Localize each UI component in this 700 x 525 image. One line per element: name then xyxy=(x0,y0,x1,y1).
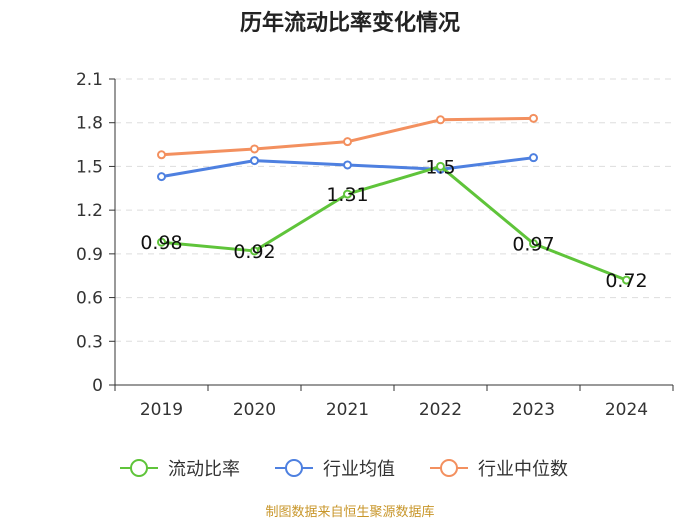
source-note: 制图数据来自恒生聚源数据库 xyxy=(265,504,434,520)
legend-marker xyxy=(440,459,458,477)
data-point[interactable] xyxy=(157,237,166,247)
data-point[interactable] xyxy=(343,189,352,199)
x-tick-label: 2023 xyxy=(512,400,555,420)
x-tick-label: 2019 xyxy=(140,400,183,420)
y-tick-label: 1.5 xyxy=(76,157,103,177)
legend-label: 流动比率 xyxy=(168,459,240,480)
x-tick-label: 2020 xyxy=(233,400,276,420)
series-0: 0.98 0.92 1.31 1.5 0.97 0.72 xyxy=(140,156,647,292)
data-label: 0.98 xyxy=(140,232,182,254)
series-2 xyxy=(157,113,538,160)
series-line xyxy=(161,116,534,157)
axes: 0 0.3 0.6 0.9 1.2 1.5 1.8 2.1 2019 2020 2021 2022 20… xyxy=(76,70,674,420)
data-point[interactable] xyxy=(622,275,631,285)
data-label: 1.31 xyxy=(326,184,368,206)
data-point[interactable] xyxy=(529,113,538,123)
data-point[interactable] xyxy=(157,172,166,182)
data-point[interactable] xyxy=(529,239,538,249)
data-label: 0.72 xyxy=(605,270,647,292)
series-1 xyxy=(157,153,538,182)
y-tick-label: 1.8 xyxy=(76,114,103,134)
data-point[interactable] xyxy=(436,161,445,171)
legend[interactable]: 流动比率 行业均值 行业中位数 xyxy=(120,459,568,480)
data-point[interactable] xyxy=(250,156,259,166)
data-point[interactable] xyxy=(250,144,259,154)
legend-label: 行业均值 xyxy=(323,459,395,480)
chart-title: 历年流动比率变化情况 xyxy=(240,10,460,36)
x-tick-label: 2022 xyxy=(419,400,462,420)
data-point[interactable] xyxy=(436,115,445,125)
data-point[interactable] xyxy=(529,153,538,163)
data-point[interactable] xyxy=(157,150,166,160)
y-tick-label: 0.9 xyxy=(76,245,103,265)
y-tick-label: 1.2 xyxy=(76,201,103,221)
data-label: 0.92 xyxy=(233,241,275,263)
data-point[interactable] xyxy=(250,246,259,256)
legend-marker xyxy=(285,459,303,477)
y-tick-label: 0.3 xyxy=(76,332,103,352)
legend-item[interactable]: 流动比率 xyxy=(120,459,240,480)
y-tick-label: 2.1 xyxy=(76,70,103,90)
y-tick-label: 0 xyxy=(92,376,103,396)
legend-item[interactable]: 行业均值 xyxy=(275,459,395,480)
legend-item[interactable]: 行业中位数 xyxy=(430,459,568,480)
legend-marker xyxy=(130,459,148,477)
data-label: 0.97 xyxy=(512,234,554,256)
data-point[interactable] xyxy=(343,160,352,170)
series-line xyxy=(161,164,628,282)
data-label: 1.5 xyxy=(425,156,455,178)
series-group: 0.98 0.92 1.31 1.5 0.97 0.72 xyxy=(140,113,648,292)
x-tick-label: 2021 xyxy=(326,400,369,420)
y-tick-label: 0.6 xyxy=(76,289,103,309)
legend-label: 行业中位数 xyxy=(478,459,568,480)
data-point[interactable] xyxy=(343,137,352,147)
x-tick-label: 2024 xyxy=(605,400,648,420)
grid-lines xyxy=(115,78,673,342)
